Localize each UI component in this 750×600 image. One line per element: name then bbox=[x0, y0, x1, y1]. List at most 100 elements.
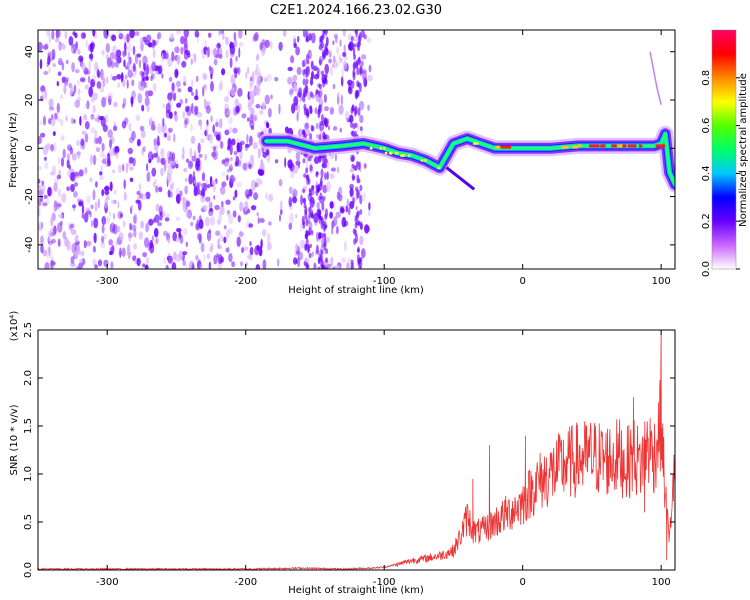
noise-streak bbox=[316, 67, 320, 73]
noise-speck bbox=[124, 74, 128, 80]
noise-speck bbox=[257, 216, 260, 225]
noise-speck bbox=[92, 189, 96, 201]
noise-streak bbox=[351, 80, 355, 89]
noise-speck bbox=[300, 194, 303, 206]
noise-speck bbox=[332, 59, 338, 69]
noise-speck bbox=[246, 133, 249, 144]
noise-speck bbox=[221, 68, 226, 76]
noise-speck bbox=[348, 43, 352, 51]
noise-speck bbox=[92, 30, 96, 37]
noise-speck bbox=[47, 230, 52, 241]
noise-speck bbox=[200, 138, 205, 144]
noise-speck bbox=[157, 65, 163, 75]
signal-fleck bbox=[394, 151, 398, 155]
noise-speck bbox=[185, 263, 188, 269]
noise-speck bbox=[57, 238, 61, 247]
noise-speck bbox=[329, 201, 334, 209]
noise-speck bbox=[177, 88, 182, 93]
noise-speck bbox=[103, 154, 107, 160]
noise-speck bbox=[90, 41, 95, 50]
noise-speck bbox=[233, 67, 239, 74]
noise-speck bbox=[246, 193, 250, 200]
noise-speck bbox=[70, 48, 74, 53]
noise-streak bbox=[309, 164, 313, 172]
noise-speck bbox=[266, 73, 272, 82]
noise-speck bbox=[38, 166, 43, 171]
noise-speck bbox=[118, 33, 124, 40]
noise-speck bbox=[244, 143, 249, 152]
noise-speck bbox=[55, 30, 59, 39]
noise-speck bbox=[161, 73, 164, 79]
noise-speck bbox=[66, 240, 71, 251]
noise-speck bbox=[335, 211, 341, 218]
noise-speck bbox=[336, 46, 339, 55]
noise-speck bbox=[194, 30, 200, 38]
noise-speck bbox=[57, 117, 61, 122]
noise-speck bbox=[163, 52, 169, 60]
noise-speck bbox=[85, 39, 88, 48]
noise-speck bbox=[57, 57, 63, 66]
noise-speck bbox=[247, 102, 251, 111]
noise-speck bbox=[146, 63, 149, 75]
noise-speck bbox=[90, 204, 94, 210]
noise-speck bbox=[153, 138, 157, 146]
noise-speck bbox=[109, 181, 113, 192]
noise-speck bbox=[111, 34, 117, 42]
noise-speck bbox=[211, 48, 218, 55]
noise-speck bbox=[101, 158, 107, 164]
noise-speck bbox=[223, 236, 227, 244]
noise-speck bbox=[65, 77, 69, 83]
noise-streak bbox=[307, 178, 311, 185]
noise-speck bbox=[329, 66, 334, 76]
noise-speck bbox=[167, 164, 173, 176]
noise-speck bbox=[85, 210, 92, 215]
noise-speck bbox=[314, 107, 318, 114]
noise-speck bbox=[174, 68, 179, 79]
noise-speck bbox=[254, 87, 259, 94]
noise-streak bbox=[305, 262, 309, 269]
noise-speck bbox=[67, 170, 71, 177]
noise-streak bbox=[359, 260, 363, 269]
noise-speck bbox=[136, 138, 141, 147]
noise-speck bbox=[100, 150, 105, 158]
noise-speck bbox=[183, 81, 187, 86]
noise-speck bbox=[126, 61, 130, 71]
noise-speck bbox=[94, 201, 98, 212]
noise-speck bbox=[42, 249, 47, 257]
noise-speck bbox=[131, 130, 136, 141]
noise-streak bbox=[304, 68, 307, 74]
noise-speck bbox=[142, 55, 148, 67]
noise-speck bbox=[142, 252, 148, 258]
noise-speck bbox=[138, 182, 142, 192]
noise-speck bbox=[241, 247, 245, 254]
noise-speck bbox=[206, 230, 212, 242]
noise-speck bbox=[78, 250, 82, 256]
noise-speck bbox=[294, 249, 297, 256]
noise-speck bbox=[132, 62, 136, 73]
noise-speck bbox=[192, 53, 196, 59]
noise-speck bbox=[104, 190, 110, 195]
noise-speck bbox=[183, 118, 188, 129]
noise-speck bbox=[207, 32, 212, 38]
noise-speck bbox=[341, 257, 346, 264]
noise-speck bbox=[282, 30, 287, 37]
noise-speck bbox=[268, 193, 274, 202]
noise-speck bbox=[43, 70, 49, 76]
noise-speck bbox=[117, 164, 122, 174]
noise-speck bbox=[139, 193, 144, 200]
noise-speck bbox=[292, 196, 298, 204]
noise-speck bbox=[153, 227, 159, 238]
noise-speck bbox=[293, 165, 299, 174]
noise-speck bbox=[172, 181, 175, 188]
noise-speck bbox=[217, 131, 222, 142]
noise-speck bbox=[109, 138, 112, 149]
noise-speck bbox=[186, 200, 190, 207]
noise-speck bbox=[160, 147, 165, 158]
noise-speck bbox=[73, 191, 78, 198]
noise-speck bbox=[358, 100, 365, 111]
noise-speck bbox=[310, 76, 313, 86]
noise-streak bbox=[323, 93, 327, 103]
noise-speck bbox=[81, 130, 87, 136]
noise-speck bbox=[196, 219, 200, 230]
noise-speck bbox=[90, 116, 95, 121]
